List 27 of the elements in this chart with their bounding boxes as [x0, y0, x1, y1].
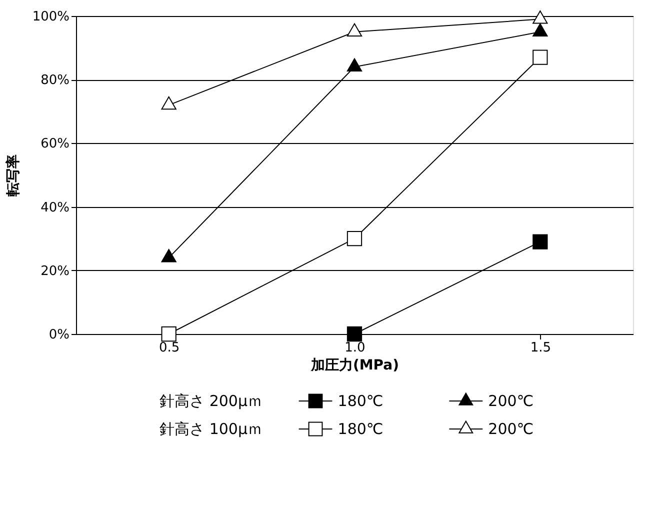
y-axis-title: 転写率	[4, 154, 22, 198]
y-tick-label: 20%	[40, 264, 70, 279]
point	[532, 23, 548, 36]
y-tick-label: 40%	[40, 200, 70, 216]
text: 針高さ 200μｍ	[160, 392, 263, 410]
x-tick-label: 1.5	[530, 340, 552, 356]
x-tick-label: 1.0	[344, 340, 366, 356]
point	[532, 10, 548, 24]
text: 針高さ 100μｍ	[160, 420, 263, 438]
point	[346, 231, 362, 246]
legend-label: 200℃	[488, 392, 534, 410]
point	[161, 96, 176, 110]
y-tick-label: 100%	[32, 10, 70, 24]
legend-label: 180℃	[338, 420, 384, 438]
y-tick-label: 80%	[40, 73, 70, 88]
legend-label: 180℃	[338, 392, 384, 410]
y-tick-label: 60%	[40, 136, 70, 152]
point	[346, 326, 362, 342]
point	[346, 58, 362, 72]
point	[532, 234, 548, 250]
x-axis-title: 加圧力(MPa)	[310, 358, 400, 374]
y-tick-label: 0%	[48, 328, 70, 342]
point	[161, 249, 176, 262]
point	[161, 326, 176, 342]
point	[346, 23, 362, 36]
x-tick-label: 0.5	[158, 340, 180, 356]
legend-label: 200℃	[488, 420, 534, 438]
